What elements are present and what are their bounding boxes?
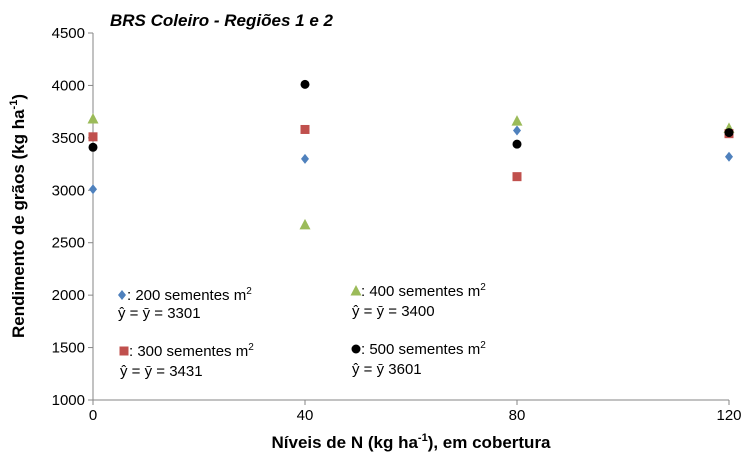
legend-sup: 2	[248, 342, 254, 353]
marker-diamond	[118, 290, 126, 300]
marker-diamond	[725, 151, 733, 162]
x-label-part: Níveis de N (kg ha	[271, 433, 418, 452]
legend-name: : 300 sementes m	[129, 343, 248, 360]
y-label-part: Rendimento de grãos (kg ha	[9, 109, 28, 338]
x-axis-label: Níveis de N (kg ha-1), em cobertura	[271, 432, 551, 452]
legend-label: : 500 sementes m2	[361, 340, 486, 358]
y-tick-label: 1500	[52, 340, 85, 357]
marker-triangle	[299, 218, 311, 230]
y-tick-label: 4500	[52, 25, 85, 42]
marker-triangle	[511, 115, 523, 126]
legend-label: : 200 sementes m2	[127, 286, 252, 304]
legend-sup: 2	[246, 286, 252, 297]
x-tick-label: 40	[297, 407, 314, 424]
legend-label: : 400 sementes m2	[361, 282, 486, 300]
marker-square	[88, 132, 98, 142]
x-label-sup: -1	[418, 432, 428, 444]
legend-equation: ŷ = ȳ = 3431	[120, 363, 203, 380]
y-tick-label: 3500	[52, 130, 85, 147]
marker-circle	[724, 128, 734, 138]
legend-equation: ŷ = ȳ = 3400	[352, 303, 435, 320]
x-tick-label: 0	[89, 407, 97, 424]
y-axis-label: Rendimento de grãos (kg ha-1)	[8, 94, 28, 338]
marker-square	[300, 124, 310, 134]
x-tick-label: 80	[509, 407, 526, 424]
marker-diamond	[513, 125, 521, 136]
marker-diamond	[301, 153, 309, 164]
chart-title: BRS Coleiro - Regiões 1 e 2	[110, 11, 333, 30]
marker-circle	[300, 79, 310, 89]
marker-circle	[351, 344, 361, 354]
y-label-sup: -1	[8, 100, 20, 110]
legend-name: : 500 sementes m	[361, 341, 480, 358]
legend-sup: 2	[480, 282, 486, 293]
y-tick-label: 4000	[52, 77, 85, 94]
marker-circle	[88, 142, 98, 152]
legend-sup: 2	[480, 340, 486, 351]
legend-name: : 400 sementes m	[361, 283, 480, 300]
y-tick-label: 3000	[52, 182, 85, 199]
legend-name: : 200 sementes m	[127, 287, 246, 304]
legend-equation: ŷ = ȳ = 3301	[118, 305, 201, 322]
y-label-part: )	[9, 94, 28, 100]
y-tick-label: 2000	[52, 287, 85, 304]
marker-square	[119, 346, 129, 356]
marker-square	[512, 172, 522, 182]
legend-label: : 300 sementes m2	[129, 342, 254, 360]
marker-diamond	[89, 184, 97, 195]
y-tick-label: 2500	[52, 235, 85, 252]
legend-equation: ŷ = ȳ 3601	[352, 361, 422, 378]
marker-triangle	[350, 285, 362, 296]
y-tick-label: 1000	[52, 392, 85, 409]
marker-circle	[512, 139, 522, 149]
x-label-part: ), em cobertura	[428, 433, 551, 452]
marker-triangle	[87, 112, 99, 124]
x-tick-label: 120	[716, 407, 741, 424]
